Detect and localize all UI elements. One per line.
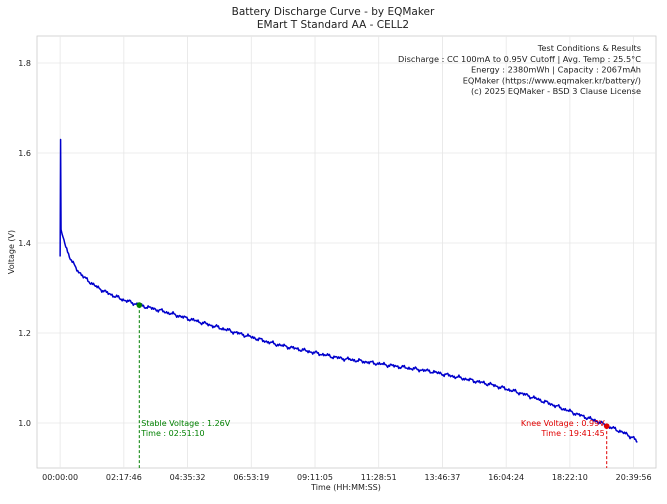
series-layer: [59, 138, 638, 443]
x-tick-label: 18:22:10: [552, 473, 588, 482]
x-tick-label: 04:35:32: [170, 473, 206, 482]
chart-title: Battery Discharge Curve - by EQMaker: [232, 6, 435, 18]
x-axis-label: Time (HH:MM:SS): [310, 483, 381, 492]
y-tick-label: 1.0: [18, 419, 31, 428]
y-tick-label: 1.8: [18, 59, 31, 68]
info-line: EQMaker (https://www.eqmaker.kr/battery/…: [463, 75, 641, 85]
x-tick-label: 00:00:00: [42, 473, 78, 482]
x-tick-label: 09:11:05: [297, 473, 333, 482]
info-line: Test Conditions & Results: [537, 43, 641, 53]
stable-voltage-label: Time : 02:51:10: [140, 429, 204, 438]
chart-subtitle: EMart T Standard AA - CELL2: [257, 19, 409, 31]
knee-voltage-label: Knee Voltage : 0.99V: [521, 419, 605, 428]
x-tick-label: 02:17:46: [106, 473, 142, 482]
info-line: Energy : 2380mWh | Capacity : 2067mAh: [471, 65, 641, 75]
plot-area: [36, 35, 657, 469]
stable-voltage-label: Stable Voltage : 1.26V: [141, 419, 230, 428]
info-line: (c) 2025 EQMaker - BSD 3 Clause License: [471, 86, 641, 96]
stable-voltage-point: [136, 302, 143, 308]
x-tick-label: 20:39:56: [616, 473, 652, 482]
x-tick-label: 06:53:19: [233, 473, 269, 482]
series-line-voltage: [59, 138, 638, 443]
y-tick-label: 1.4: [18, 239, 31, 248]
y-tick-label: 1.2: [18, 329, 31, 338]
knee-voltage-label: Time : 19:41:45: [540, 429, 604, 438]
x-tick-label: 16:04:24: [488, 473, 524, 482]
grid: [37, 36, 656, 468]
y-tick-label: 1.6: [18, 149, 31, 158]
y-axis-label: Voltage (V): [7, 230, 16, 274]
x-tick-label: 13:46:37: [424, 473, 460, 482]
knee-voltage-point: [603, 423, 610, 429]
x-tick-label: 11:28:51: [361, 473, 397, 482]
axis-ticks: 00:00:00 02:17:46 04:35:32 06:53:19 09:11:05…: [18, 59, 651, 482]
info-line: Discharge : CC 100mA to 0.95V Cutoff | A…: [398, 54, 641, 64]
